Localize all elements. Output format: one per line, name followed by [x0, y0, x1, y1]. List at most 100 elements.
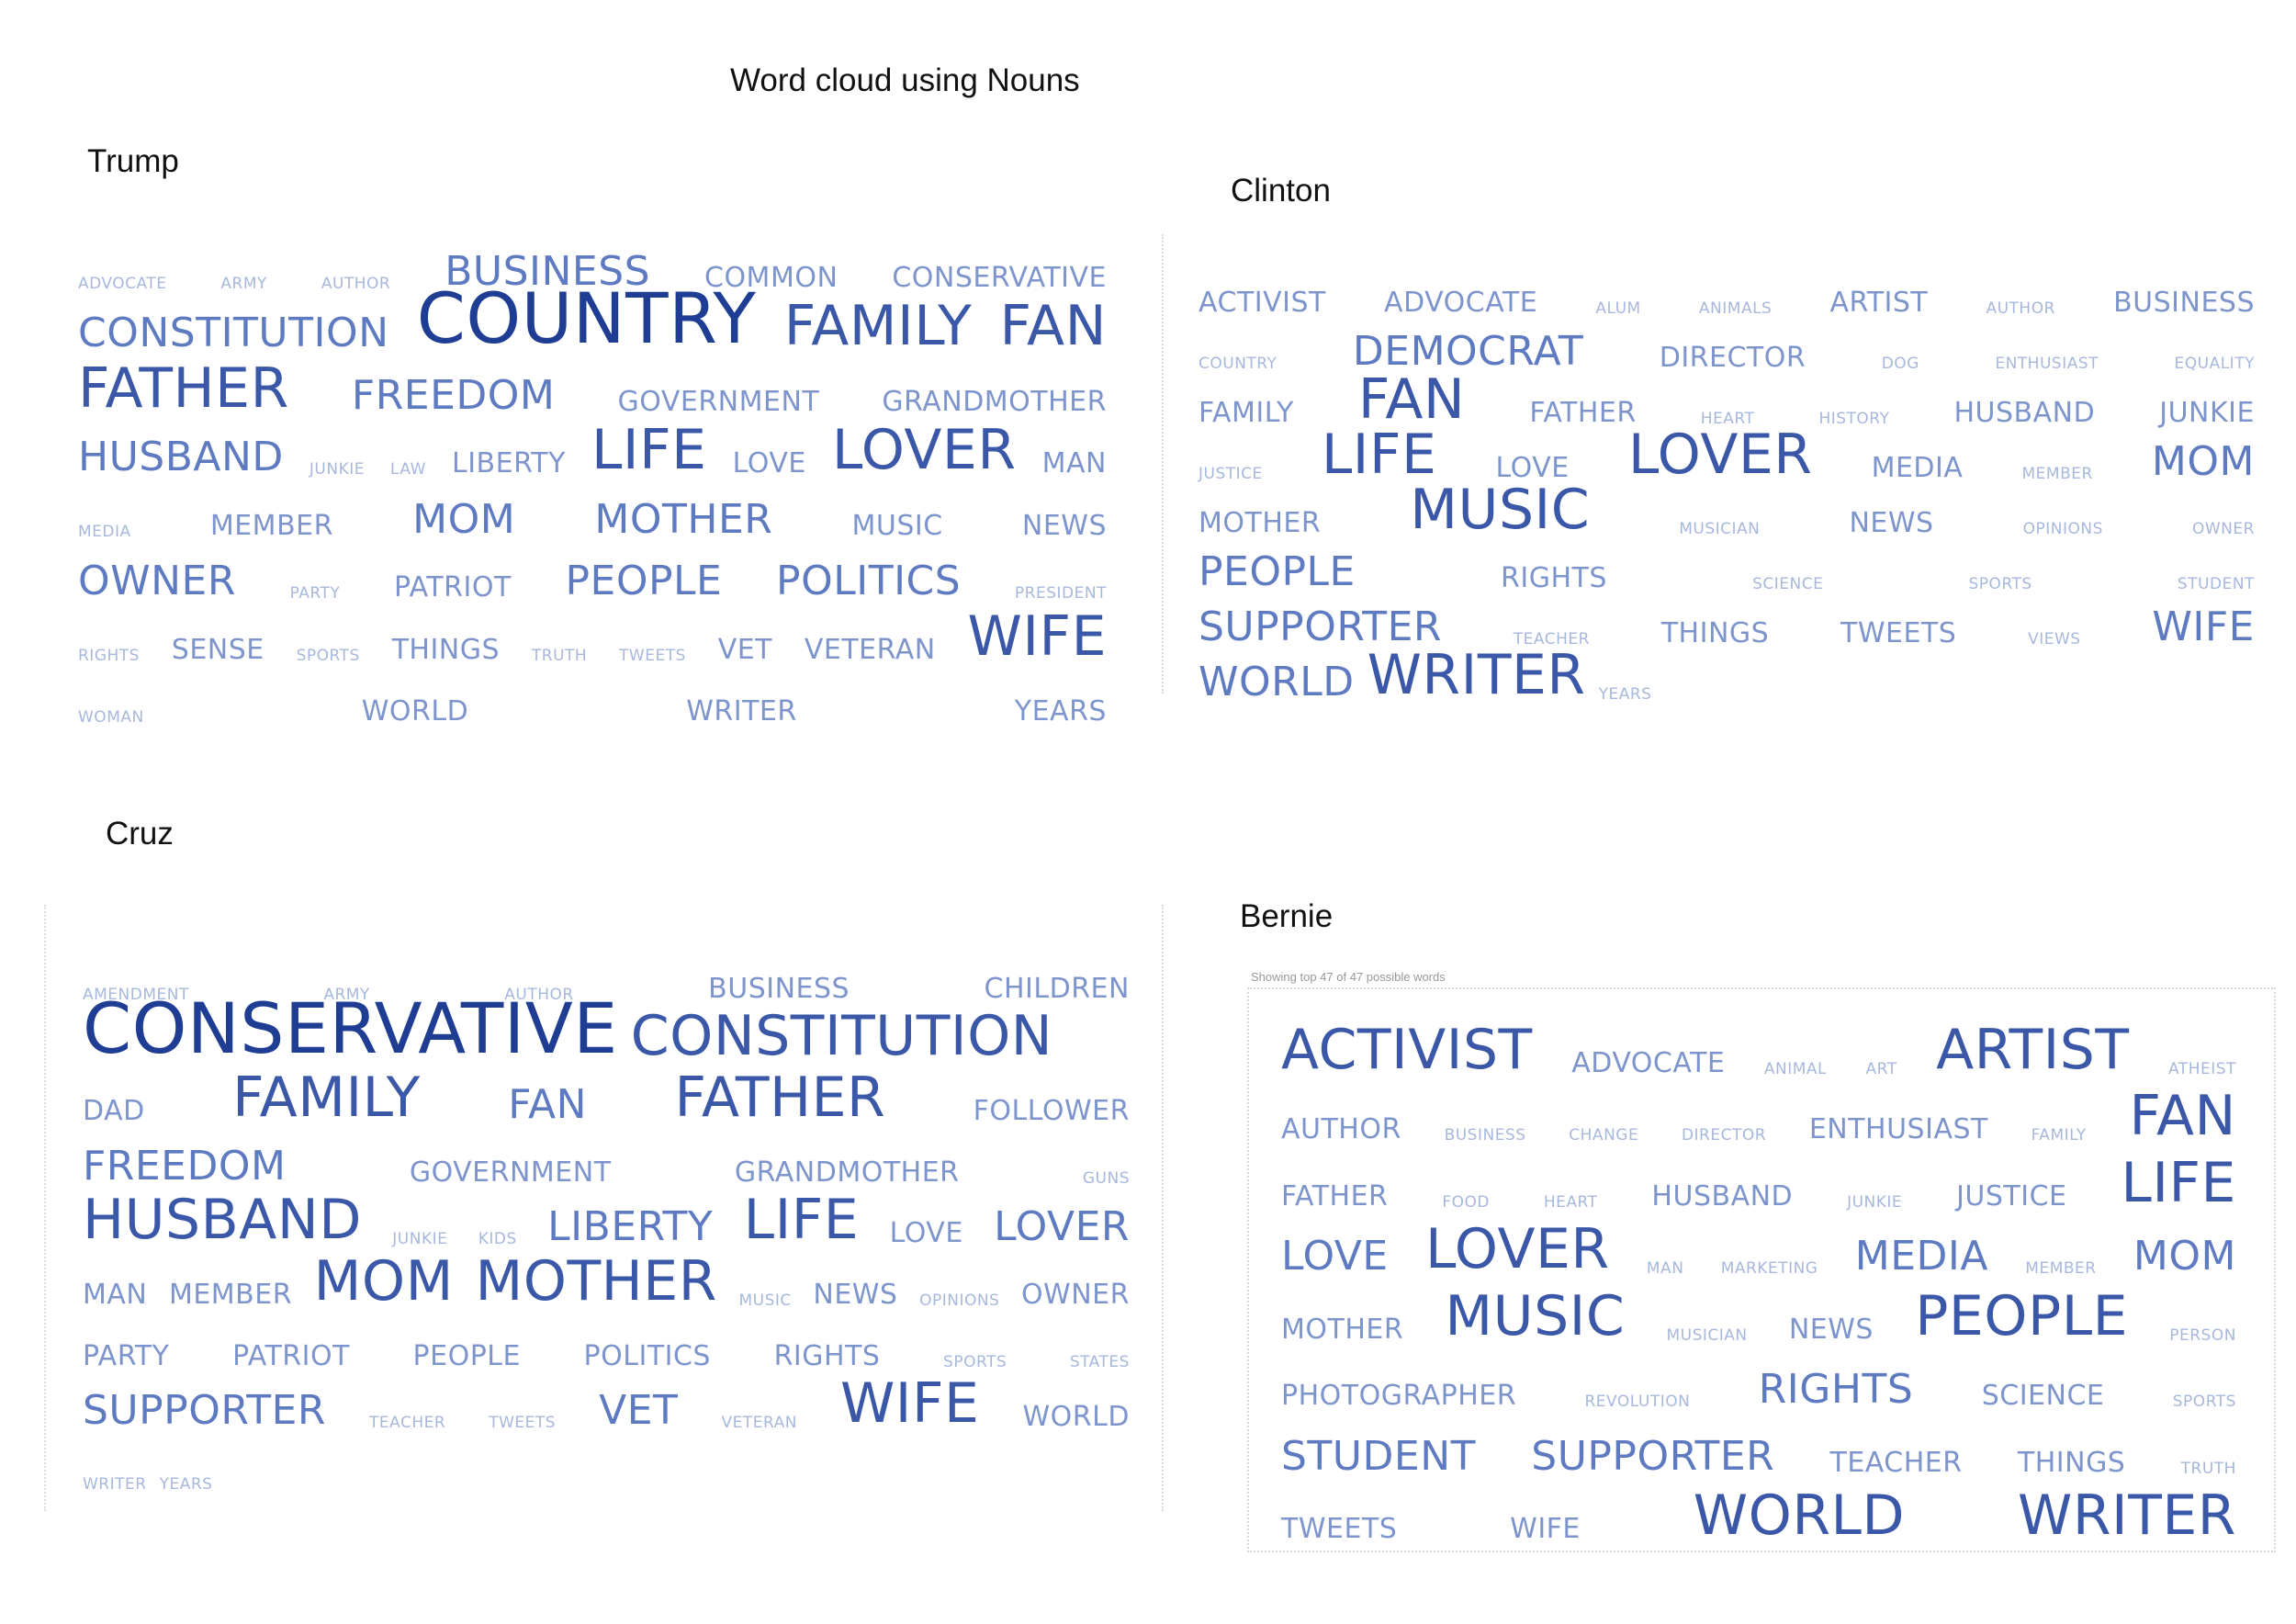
- cloud-word: LIFE: [591, 418, 707, 482]
- word-row: ADVOCATE ARMY AUTHOR BUSINESS COMMON CONSERVA…: [78, 230, 1107, 292]
- cloud-word: ARMY: [323, 985, 370, 1004]
- cloud-word: BUSINESS: [2113, 287, 2255, 319]
- cloud-word: GOVERNMENT: [409, 1156, 612, 1189]
- cloud-word: DAD: [83, 1094, 145, 1127]
- panel-label-trump: Trump: [87, 143, 179, 179]
- word-row: COUNTRY DEMOCRAT DIRECTOR DOG ENTHUSIAST EQUA…: [1199, 317, 2255, 372]
- cloud-word: VET: [717, 633, 773, 666]
- word-row: FATHER FOOD HEART HUSBAND JUNKIE JUSTICE LIFE: [1281, 1144, 2236, 1211]
- word-row: ACTIVIST ADVOCATE ALUM ANIMALS ARTIST AUTHOR B…: [1199, 262, 2255, 317]
- cloud-word: ART: [1865, 1059, 1897, 1078]
- cloud-word: OWNER: [1020, 1278, 1130, 1311]
- cloud-word: ACTIVIST: [1281, 1017, 1533, 1082]
- cloud-word: COMMON: [704, 261, 838, 294]
- cloud-word: WORLD: [1199, 659, 1355, 705]
- cloud-word: ADVOCATE: [1571, 1046, 1726, 1079]
- cloud-word: VIEWS: [2028, 630, 2081, 648]
- page-title: Word cloud using Nouns: [730, 62, 1080, 98]
- cloud-word: GOVERNMENT: [617, 385, 820, 418]
- cloud-word: TWEETS: [489, 1414, 557, 1433]
- cloud-word: SCIENCE: [1981, 1380, 2105, 1412]
- cloud-word: TRUTH: [2180, 1459, 2236, 1478]
- cloud-word: SPORTS: [943, 1352, 1007, 1371]
- cloud-word: HISTORY: [1818, 410, 1890, 428]
- cloud-word: TEACHER: [1513, 630, 1590, 648]
- cloud-word: JUNKIE: [1847, 1192, 1903, 1212]
- cloud-word: HEART: [1543, 1192, 1598, 1212]
- cloud-word: MEMBER: [2021, 465, 2093, 483]
- cloud-word: MUSICIAN: [1666, 1325, 1748, 1345]
- cloud-word: WORLD: [361, 695, 469, 727]
- cloud-word: SUPPORTER: [1199, 603, 1442, 650]
- cloud-word: DIRECTOR: [1681, 1126, 1767, 1145]
- word-row: FAMILY FAN FATHER HEART HISTORY HUSBAND JUNKIE: [1199, 372, 2255, 427]
- cloud-word: NEWS: [1788, 1313, 1874, 1346]
- cloud-word: MOM: [2151, 438, 2255, 485]
- cloud-word: LOVER: [831, 418, 1017, 482]
- cloud-word: JUNKIE: [2159, 397, 2255, 429]
- cloud-word: WORLD: [1022, 1401, 1130, 1434]
- cloud-word: RIGHTS: [78, 646, 140, 665]
- cloud-word: LOVE: [1495, 452, 1570, 484]
- cloud-word: LOVER: [1425, 1217, 1610, 1281]
- cloud-word: AMENDMENT: [83, 985, 189, 1004]
- cloud-word: ALUM: [1595, 299, 1641, 318]
- cloud-word: FAMILY: [232, 1065, 421, 1130]
- cloud-word: POLITICS: [776, 558, 962, 604]
- cloud-word: ARMY: [220, 274, 267, 293]
- cloud-word: PEOPLE: [412, 1339, 521, 1372]
- cloud-word: ENTHUSIAST: [1995, 355, 2099, 373]
- cloud-word: TRUTH: [531, 646, 588, 665]
- cloud-word: PRESIDENT: [1014, 584, 1107, 603]
- cloud-word: OPINIONS: [919, 1291, 1000, 1310]
- cloud-word: TWEETS: [1840, 617, 1957, 649]
- cloud-word: HEART: [1700, 410, 1755, 428]
- cloud-word: WRITER: [2018, 1483, 2236, 1548]
- cloud-word: MARKETING: [1720, 1259, 1818, 1278]
- cloud-word: AUTHOR: [504, 985, 574, 1004]
- word-row: FREEDOM GOVERNMENT GRANDMOTHER GUNS: [83, 1125, 1130, 1187]
- cloud-word: LOVER: [994, 1203, 1130, 1251]
- cloud-word: HUSBAND: [1953, 397, 2096, 429]
- word-row: MOTHER MUSIC MUSICIAN NEWS OPINIONS OWNER: [1199, 482, 2255, 537]
- cloud-word: MEMBER: [209, 509, 333, 542]
- cloud-word: HUSBAND: [1651, 1179, 1794, 1212]
- cloud-word: MOM: [313, 1248, 454, 1314]
- word-row: STUDENT SUPPORTER TEACHER THINGS TRUTH: [1281, 1410, 2236, 1477]
- cloud-word: FAMILY: [2031, 1126, 2087, 1145]
- word-row: HUSBAND JUNKIE LAW LIBERTY LIFE LOVE LOVER MAN: [78, 416, 1107, 482]
- cloud-word: DEMOCRAT: [1352, 328, 1584, 375]
- cloud-word: ATHEIST: [2168, 1059, 2236, 1078]
- cloud-word: CONSTITUTION: [630, 1004, 1053, 1069]
- divider-cruz-left: [44, 905, 46, 1511]
- word-row: WRITER YEARS: [83, 1431, 1130, 1493]
- cloud-word: POLITICS: [583, 1339, 711, 1372]
- word-row: SUPPORTER TEACHER THINGS TWEETS VIEWS WIFE: [1199, 592, 2255, 648]
- word-row: RIGHTS SENSE SPORTS THINGS TRUTH TWEETS VET VET…: [78, 602, 1107, 664]
- cloud-word: FAMILY: [1199, 397, 1294, 429]
- cloud-word: OWNER: [2191, 520, 2255, 538]
- word-row: PARTY PATRIOT PEOPLE POLITICS RIGHTS SPORTS ST…: [83, 1309, 1130, 1370]
- bernie-note: Showing top 47 of 47 possible words: [1251, 970, 1446, 984]
- cloud-word: FATHER: [78, 355, 289, 421]
- word-cloud-bernie: ACTIVIST ADVOCATE ANIMAL ART ARTIST ATHEIST AU…: [1281, 1010, 2236, 1548]
- cloud-word: FAN: [2129, 1084, 2236, 1148]
- cloud-word: COUNTRY: [416, 277, 757, 359]
- word-row: OWNER PARTY PATRIOT PEOPLE POLITICS PRESIDENT: [78, 540, 1107, 603]
- cloud-word: MEMBER: [168, 1278, 293, 1311]
- cloud-word: ARTIST: [1936, 1017, 2130, 1082]
- cloud-word: NEWS: [813, 1278, 898, 1311]
- cloud-word: JUNKIE: [309, 460, 365, 479]
- cloud-word: LIFE: [2121, 1150, 2236, 1215]
- cloud-word: TWEETS: [619, 646, 686, 665]
- cloud-word: PATRIOT: [232, 1339, 350, 1372]
- cloud-word: MUSIC: [1410, 478, 1591, 542]
- cloud-word: MEDIA: [1854, 1233, 1988, 1280]
- bernie-frame: [1247, 987, 2276, 1552]
- cloud-word: GRANDMOTHER: [882, 385, 1107, 418]
- cloud-word: MUSIC: [851, 509, 943, 542]
- cloud-word: MAN: [1041, 447, 1107, 479]
- cloud-word: MAN: [1646, 1259, 1684, 1278]
- cloud-word: MEDIA: [78, 522, 131, 541]
- cloud-word: LAW: [390, 460, 426, 479]
